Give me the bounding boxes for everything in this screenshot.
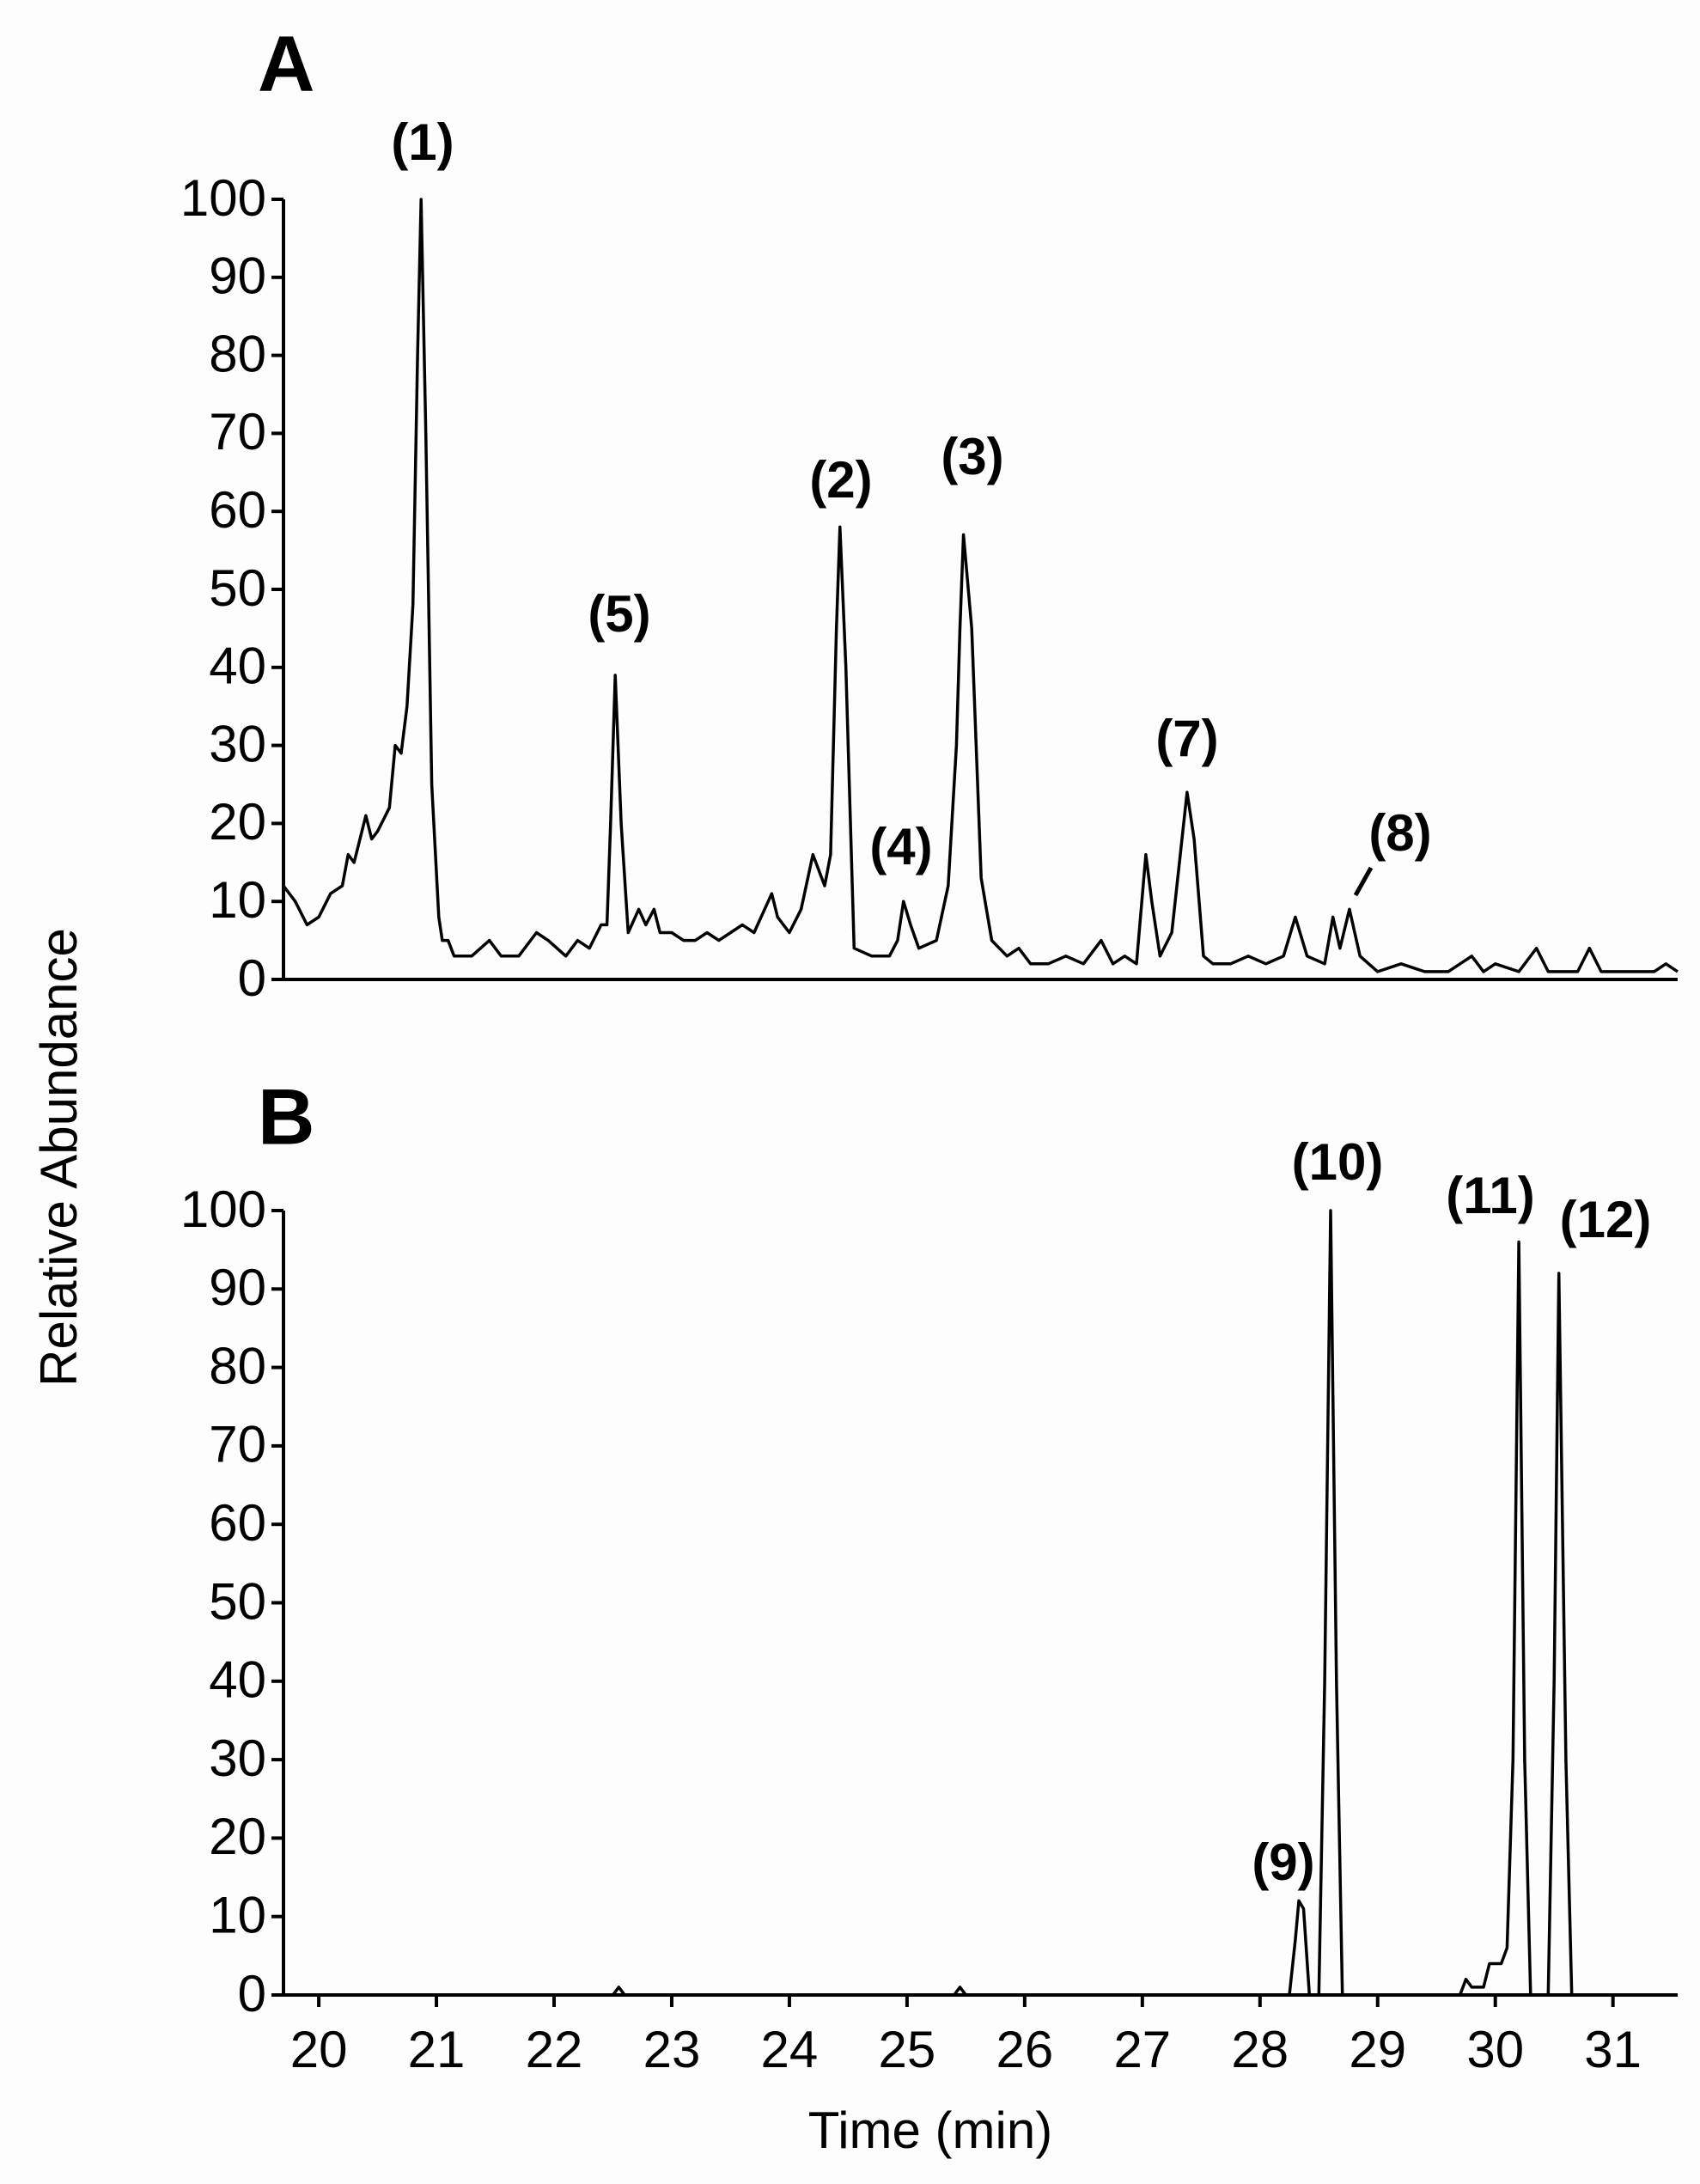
peak-label: (12): [1560, 1191, 1652, 1248]
y-tick-label: 0: [238, 949, 266, 1007]
y-tick-label: 70: [209, 403, 266, 461]
peak-label: (9): [1252, 1833, 1314, 1891]
peak-label: (1): [391, 113, 454, 171]
peak-label: (11): [1446, 1167, 1534, 1224]
peak-label: (8): [1368, 804, 1431, 862]
y-tick-label: 20: [209, 793, 266, 851]
y-tick-label: 30: [209, 715, 266, 772]
x-tick-label: 28: [1231, 2021, 1289, 2078]
y-tick-label: 90: [209, 247, 266, 305]
y-tick-label: 90: [209, 1259, 266, 1316]
y-tick-label: 70: [209, 1416, 266, 1473]
x-tick-label: 29: [1349, 2021, 1406, 2078]
peak-label: (3): [941, 428, 1003, 485]
y-tick-label: 40: [209, 1651, 266, 1709]
y-tick-label: 20: [209, 1808, 266, 1865]
x-tick-label: 21: [408, 2021, 466, 2078]
x-tick-label: 26: [996, 2021, 1053, 2078]
trace: [283, 1209, 1678, 1997]
y-tick-label: 50: [209, 559, 266, 617]
x-tick-label: 23: [643, 2021, 701, 2078]
y-tick-label: 50: [209, 1572, 266, 1630]
y-tick-label: 80: [209, 325, 266, 382]
peak-label: (5): [588, 585, 650, 643]
y-tick-label: 100: [180, 169, 266, 227]
y-tick-label: 40: [209, 638, 266, 695]
peak-label: (2): [809, 451, 872, 509]
y-tick-label: 30: [209, 1730, 266, 1787]
x-tick-label: 25: [879, 2021, 936, 2078]
x-tick-label: 31: [1584, 2021, 1642, 2078]
y-tick-label: 80: [209, 1337, 266, 1394]
leader-line: [1353, 866, 1374, 897]
x-tick-label: 30: [1466, 2021, 1524, 2078]
x-tick-label: 27: [1113, 2021, 1171, 2078]
peak-label: (4): [869, 818, 932, 875]
x-tick-label: 20: [290, 2021, 348, 2078]
y-axis-label: Relative Abundance: [30, 928, 88, 1387]
y-tick-label: 60: [209, 1494, 266, 1552]
x-axis-label: Time (min): [808, 2102, 1052, 2159]
panel-label: B: [258, 1073, 314, 1161]
trace: [282, 198, 1679, 973]
peak-label: (10): [1292, 1133, 1384, 1191]
y-tick-label: 60: [209, 481, 266, 539]
y-tick-label: 10: [209, 871, 266, 929]
x-tick-label: 24: [761, 2021, 819, 2078]
panel-label: A: [258, 20, 314, 107]
x-tick-label: 22: [526, 2021, 583, 2078]
y-tick-label: 0: [238, 1965, 266, 2022]
y-tick-label: 10: [209, 1887, 266, 1944]
y-tick-label: 100: [180, 1180, 266, 1238]
peak-label: (7): [1155, 710, 1218, 767]
